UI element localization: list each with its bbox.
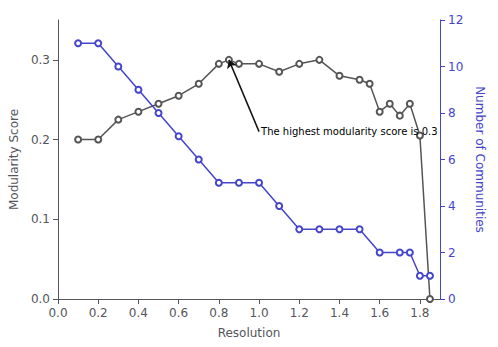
svg-text:0: 0 xyxy=(448,292,456,306)
svg-text:1.2: 1.2 xyxy=(290,306,309,320)
svg-text:1.4: 1.4 xyxy=(330,306,349,320)
svg-text:10: 10 xyxy=(448,60,463,74)
svg-text:0.1: 0.1 xyxy=(31,212,50,226)
svg-text:0.0: 0.0 xyxy=(31,292,50,306)
svg-text:2: 2 xyxy=(448,246,456,260)
svg-text:0.8: 0.8 xyxy=(209,306,228,320)
svg-text:6: 6 xyxy=(448,153,456,167)
svg-text:4: 4 xyxy=(448,199,456,213)
svg-text:12: 12 xyxy=(448,13,463,27)
svg-text:1.8: 1.8 xyxy=(410,306,429,320)
svg-text:8: 8 xyxy=(448,106,456,120)
svg-text:Number of Communities: Number of Communities xyxy=(473,86,487,233)
svg-text:0.2: 0.2 xyxy=(31,133,50,147)
svg-text:1.6: 1.6 xyxy=(370,306,389,320)
svg-text:0.6: 0.6 xyxy=(169,306,188,320)
svg-text:Modularity Score: Modularity Score xyxy=(7,109,21,210)
svg-text:Resolution: Resolution xyxy=(218,326,281,340)
svg-text:0.0: 0.0 xyxy=(48,306,67,320)
svg-text:0.4: 0.4 xyxy=(129,306,148,320)
svg-text:1.0: 1.0 xyxy=(250,306,269,320)
svg-text:0.3: 0.3 xyxy=(31,53,50,67)
svg-text:0.2: 0.2 xyxy=(89,306,108,320)
svg-text:The highest modularity score i: The highest modularity score is 0.3 xyxy=(260,126,438,137)
